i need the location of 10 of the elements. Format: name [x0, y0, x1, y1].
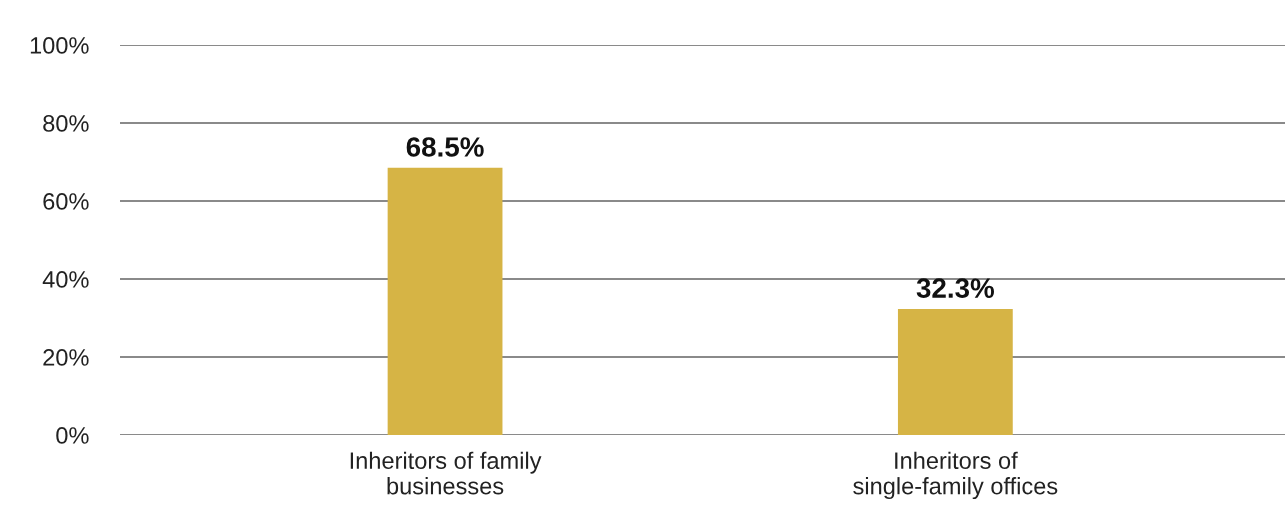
data-label: 32.3%	[916, 278, 994, 299]
y-tick-label: 40%	[42, 271, 89, 288]
y-tick-label: 100%	[30, 37, 89, 54]
y-tick-label: 60%	[43, 193, 89, 210]
y-tick-label: 80%	[43, 115, 89, 132]
x-tick-label: Inheritors of family businesses	[350, 451, 542, 495]
y-tick-label: 20%	[43, 349, 89, 366]
data-label: 68.5%	[406, 137, 484, 157]
y-tick-label: 0%	[56, 427, 89, 444]
x-tick-label: Inheritors of single-family offices	[853, 451, 1058, 500]
